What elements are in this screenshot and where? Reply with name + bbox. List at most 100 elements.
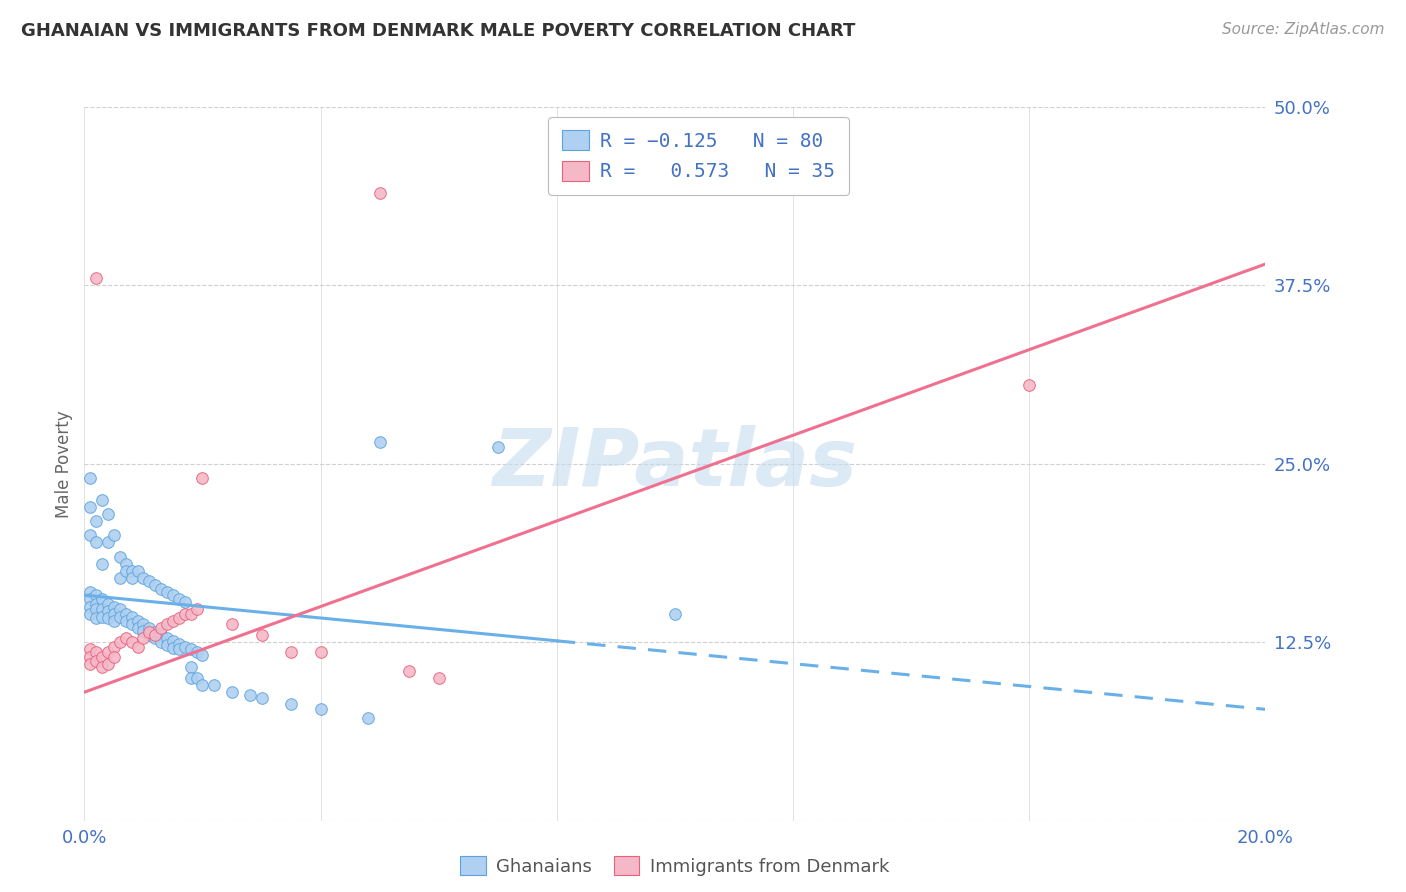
Point — [156, 631, 179, 645]
Point — [180, 642, 202, 657]
Point — [108, 609, 131, 624]
Point — [368, 186, 391, 200]
Point — [191, 648, 214, 662]
Point — [91, 602, 114, 616]
Point — [486, 440, 509, 454]
Point — [173, 595, 195, 609]
Point — [162, 633, 184, 648]
Point — [79, 585, 101, 599]
Point — [127, 564, 149, 578]
Point — [108, 602, 131, 616]
Text: ZIPatlas: ZIPatlas — [492, 425, 858, 503]
Point — [114, 564, 136, 578]
Point — [191, 471, 214, 485]
Point — [309, 645, 332, 659]
Point — [103, 649, 125, 664]
Point — [91, 609, 114, 624]
Point — [79, 592, 101, 607]
Point — [97, 645, 120, 659]
Point — [121, 635, 143, 649]
Point — [114, 631, 136, 645]
Point — [156, 638, 179, 652]
Point — [103, 607, 125, 621]
Point — [167, 637, 190, 651]
Point — [79, 500, 101, 514]
Point — [91, 492, 114, 507]
Point — [357, 711, 380, 725]
Point — [186, 671, 208, 685]
Point — [108, 571, 131, 585]
Point — [84, 271, 107, 285]
Point — [150, 635, 173, 649]
Point — [79, 607, 101, 621]
Point — [121, 564, 143, 578]
Point — [250, 690, 273, 705]
Point — [127, 614, 149, 628]
Point — [79, 599, 101, 614]
Point — [79, 642, 101, 657]
Point — [84, 602, 107, 616]
Point — [84, 654, 107, 668]
Point — [127, 621, 149, 635]
Point — [167, 611, 190, 625]
Point — [150, 582, 173, 597]
Point — [280, 697, 302, 711]
Point — [97, 657, 120, 671]
Point — [186, 645, 208, 659]
Point — [121, 571, 143, 585]
Point — [138, 628, 160, 642]
Point — [180, 671, 202, 685]
Point — [132, 624, 155, 638]
Point — [250, 628, 273, 642]
Point — [97, 611, 120, 625]
Y-axis label: Male Poverty: Male Poverty — [55, 410, 73, 517]
Point — [239, 688, 262, 702]
Point — [91, 649, 114, 664]
Point — [167, 642, 190, 657]
Point — [156, 585, 179, 599]
Point — [427, 671, 450, 685]
Point — [191, 678, 214, 692]
Point — [221, 685, 243, 699]
Point — [180, 607, 202, 621]
Point — [309, 702, 332, 716]
Point — [84, 645, 107, 659]
Point — [138, 621, 160, 635]
Point — [132, 571, 155, 585]
Text: GHANAIAN VS IMMIGRANTS FROM DENMARK MALE POVERTY CORRELATION CHART: GHANAIAN VS IMMIGRANTS FROM DENMARK MALE… — [21, 22, 855, 40]
Point — [97, 604, 120, 618]
Point — [664, 607, 686, 621]
Point — [127, 640, 149, 654]
Point — [91, 659, 114, 673]
Text: Source: ZipAtlas.com: Source: ZipAtlas.com — [1222, 22, 1385, 37]
Point — [103, 599, 125, 614]
Point — [162, 588, 184, 602]
Point — [79, 528, 101, 542]
Point — [114, 557, 136, 571]
Point — [97, 597, 120, 611]
Point — [173, 607, 195, 621]
Point — [121, 609, 143, 624]
Point — [150, 628, 173, 642]
Point — [138, 574, 160, 588]
Point — [79, 649, 101, 664]
Point — [108, 635, 131, 649]
Point — [108, 549, 131, 564]
Point — [138, 625, 160, 640]
Point — [132, 631, 155, 645]
Point — [132, 616, 155, 631]
Point — [368, 435, 391, 450]
Point — [121, 616, 143, 631]
Point — [84, 535, 107, 549]
Point — [1018, 378, 1040, 392]
Point — [143, 578, 166, 592]
Point — [173, 640, 195, 654]
Point — [114, 607, 136, 621]
Point — [84, 611, 107, 625]
Point — [156, 616, 179, 631]
Point — [162, 614, 184, 628]
Point — [91, 557, 114, 571]
Point — [114, 614, 136, 628]
Legend: Ghanaians, Immigrants from Denmark: Ghanaians, Immigrants from Denmark — [453, 849, 897, 883]
Point — [103, 640, 125, 654]
